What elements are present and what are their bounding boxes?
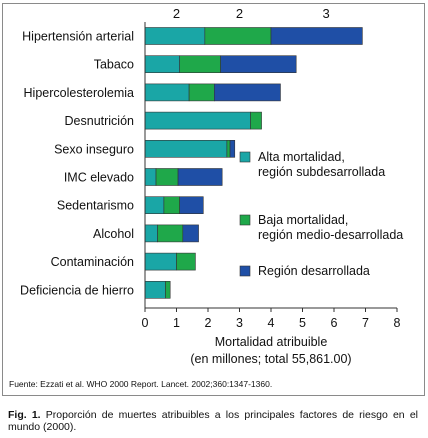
bar-segment <box>214 83 281 102</box>
x-axis-label: Mortalidad atribuible <box>215 335 328 349</box>
bar-segment <box>220 55 297 74</box>
bar-segment <box>177 168 223 186</box>
category-label: IMC elevado <box>64 171 134 185</box>
x-tick-label: 0 <box>142 316 149 330</box>
x-tick-label: 6 <box>331 316 338 330</box>
legend-label: Región desarrollada <box>258 264 370 278</box>
bar-segment <box>165 280 171 299</box>
source-note: Fuente: Ezzati et al. WHO 2000 Report. L… <box>9 379 273 389</box>
category-label: Hipercolesterolemia <box>24 86 135 100</box>
bar-segment <box>204 27 272 45</box>
legend-label: región subdesarrollada <box>258 165 385 179</box>
bar-segment <box>144 224 158 243</box>
top-label: 2 <box>236 6 243 21</box>
bar-segment <box>155 168 179 186</box>
x-tick-label: 5 <box>299 316 306 330</box>
bar-segment <box>144 140 228 158</box>
x-tick-label: 1 <box>173 316 180 330</box>
x-tick-label: 7 <box>362 316 369 330</box>
legend-swatch <box>239 265 251 277</box>
x-tick-label: 2 <box>205 316 212 330</box>
bar-segment <box>226 140 231 158</box>
bar-segment <box>163 196 180 214</box>
legend-label: región medio-desarrollada <box>258 228 403 242</box>
category-label: Contaminación <box>51 255 134 269</box>
legend-label: Baja mortalidad, <box>258 213 348 227</box>
top-label: 3 <box>323 6 330 21</box>
category-label: Sexo inseguro <box>54 142 134 156</box>
bar-segment <box>229 140 236 158</box>
bar-segment <box>144 111 251 130</box>
category-label: Deficiencia de hierro <box>20 283 134 297</box>
x-axis-label: (en millones; total 55,861.00) <box>190 352 351 366</box>
legend-swatch <box>239 214 251 226</box>
bar-segment <box>144 280 166 299</box>
bar-segment <box>144 27 206 45</box>
top-label: 2 <box>173 6 180 21</box>
bar-segment <box>182 224 199 243</box>
bar-segment <box>179 196 204 214</box>
bar-segment <box>179 55 221 74</box>
bar-segment <box>188 83 215 102</box>
bar-segment <box>250 111 262 130</box>
category-label: Tabaco <box>94 58 134 72</box>
bar-segment <box>157 224 184 243</box>
category-label: Desnutrición <box>65 114 135 128</box>
bar-segment <box>144 196 165 214</box>
legend-swatch <box>239 151 251 163</box>
x-tick-label: 4 <box>268 316 275 330</box>
category-label: Sedentarismo <box>57 199 134 213</box>
bar-segment <box>144 55 180 74</box>
figure-caption: Fig. 1. Proporción de muertes atribuible… <box>8 409 418 433</box>
bar-segment <box>270 27 363 45</box>
bar-segment <box>144 168 157 186</box>
category-label: Hipertensión arterial <box>22 30 134 44</box>
legend-label: Alta mortalidad, <box>258 150 345 164</box>
caption-text: Proporción de muertes atribuibles a los … <box>8 409 418 433</box>
bar-segment <box>176 252 196 271</box>
category-label: Alcohol <box>93 227 134 241</box>
caption-label: Fig. 1. <box>8 409 41 421</box>
stacked-bar-chart: Hipertensión arterial Tabaco Hipercolester… <box>20 6 403 366</box>
bar-segment <box>144 252 177 271</box>
bar-segment <box>144 83 190 102</box>
x-tick-label: 3 <box>236 316 243 330</box>
x-tick-label: 8 <box>394 316 401 330</box>
